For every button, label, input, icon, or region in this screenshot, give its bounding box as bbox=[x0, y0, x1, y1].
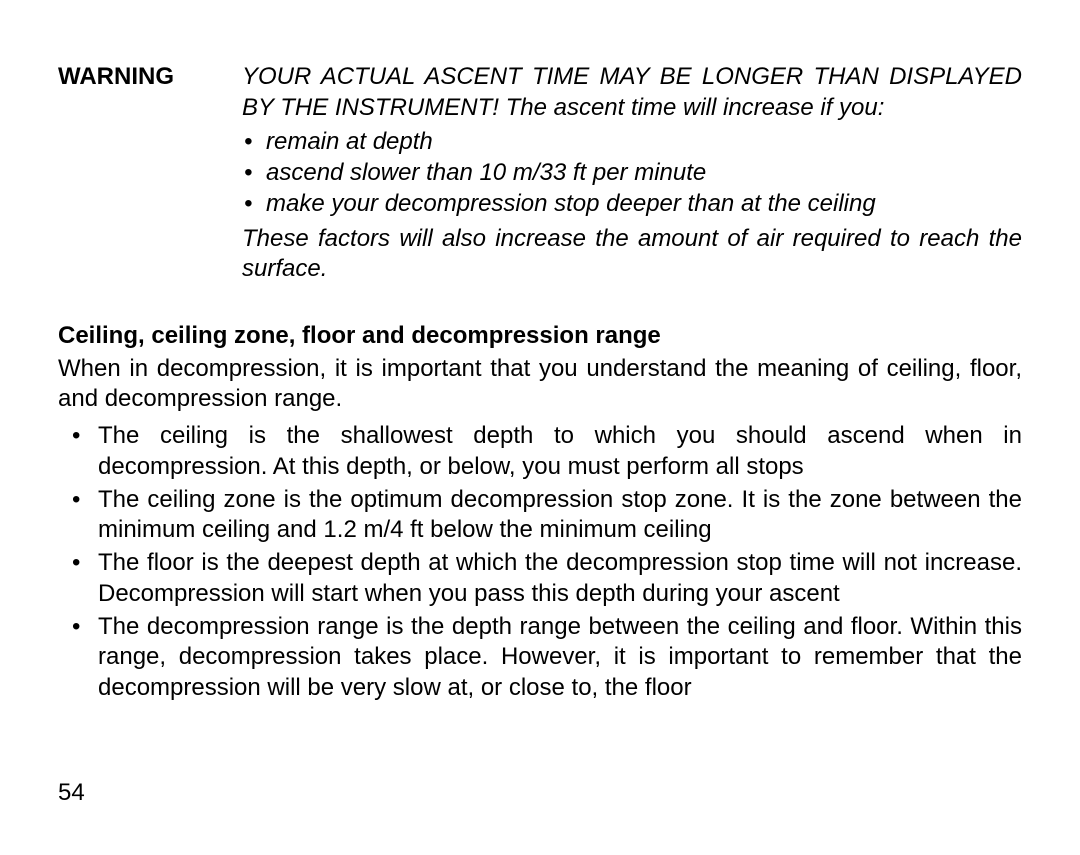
warning-bullet: remain at depth bbox=[266, 127, 1022, 158]
warning-bullet: ascend slower than 10 m/33 ft per minute bbox=[266, 158, 1022, 189]
warning-bullet: make your decompression stop deeper than… bbox=[266, 189, 1022, 220]
page: WARNING YOUR ACTUAL ASCENT TIME MAY BE L… bbox=[0, 0, 1080, 855]
warning-intro-rest: The ascent time will increase if you: bbox=[499, 94, 885, 121]
warning-bullet-list: remain at depth ascend slower than 10 m/… bbox=[242, 127, 1022, 219]
definition-item: The ceiling is the shallowest depth to w… bbox=[98, 421, 1022, 482]
warning-label: WARNING bbox=[58, 62, 242, 285]
definition-item: The ceiling zone is the optimum decompre… bbox=[98, 485, 1022, 546]
warning-outro: These factors will also increase the amo… bbox=[242, 224, 1022, 285]
warning-block: WARNING YOUR ACTUAL ASCENT TIME MAY BE L… bbox=[58, 62, 1022, 285]
definition-item: The floor is the deepest depth at which … bbox=[98, 548, 1022, 609]
section-heading: Ceiling, ceiling zone, floor and decompr… bbox=[58, 321, 1022, 352]
warning-intro: YOUR ACTUAL ASCENT TIME MAY BE LONGER TH… bbox=[242, 62, 1022, 123]
warning-body: YOUR ACTUAL ASCENT TIME MAY BE LONGER TH… bbox=[242, 62, 1022, 285]
definition-item: The decompression range is the depth ran… bbox=[98, 612, 1022, 704]
definition-list: The ceiling is the shallowest depth to w… bbox=[58, 421, 1022, 703]
section-intro: When in decompression, it is important t… bbox=[58, 354, 1022, 415]
page-number: 54 bbox=[58, 778, 85, 809]
